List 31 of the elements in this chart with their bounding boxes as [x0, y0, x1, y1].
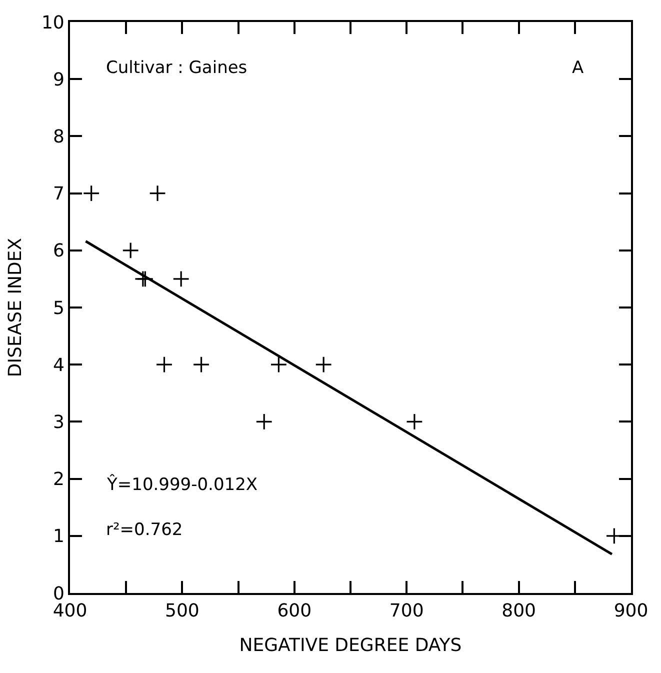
point	[192, 356, 210, 374]
x-tick-label: 600	[277, 600, 312, 622]
point	[406, 413, 423, 430]
y-tick-label: 8	[52, 126, 64, 148]
point	[149, 184, 166, 202]
point	[172, 270, 190, 288]
point	[256, 413, 273, 430]
y-tick-label: 4	[52, 354, 64, 376]
y-tick-label: 7	[52, 184, 64, 205]
annotation: Cultivar : Gaines	[106, 58, 248, 78]
y-tick-label: 9	[52, 69, 64, 90]
annotation: r²=0.762	[106, 520, 183, 540]
x-tick-label: 900	[614, 600, 648, 622]
point	[270, 356, 288, 374]
x-tick-label: 800	[502, 600, 536, 622]
point	[82, 184, 100, 202]
y-tick-label: 1	[52, 526, 64, 548]
x-tick-label: 500	[165, 600, 200, 622]
y-tick-label: 10	[41, 12, 64, 34]
x-axis-title: NEGATIVE DEGREE DAYS	[239, 635, 462, 656]
y-axis-title: DISEASE INDEX	[5, 238, 26, 378]
x-tick-label: 700	[389, 600, 424, 622]
annotation: Ŷ=10.999-0.012X	[106, 474, 258, 495]
point	[315, 356, 332, 374]
y-tick-label: 3	[52, 412, 64, 433]
annotation: A	[572, 58, 584, 78]
point	[156, 356, 173, 374]
point	[122, 242, 140, 259]
y-tick-label: 2	[52, 469, 64, 490]
y-tick-label: 6	[52, 240, 64, 262]
y-tick-label: 5	[52, 298, 64, 319]
